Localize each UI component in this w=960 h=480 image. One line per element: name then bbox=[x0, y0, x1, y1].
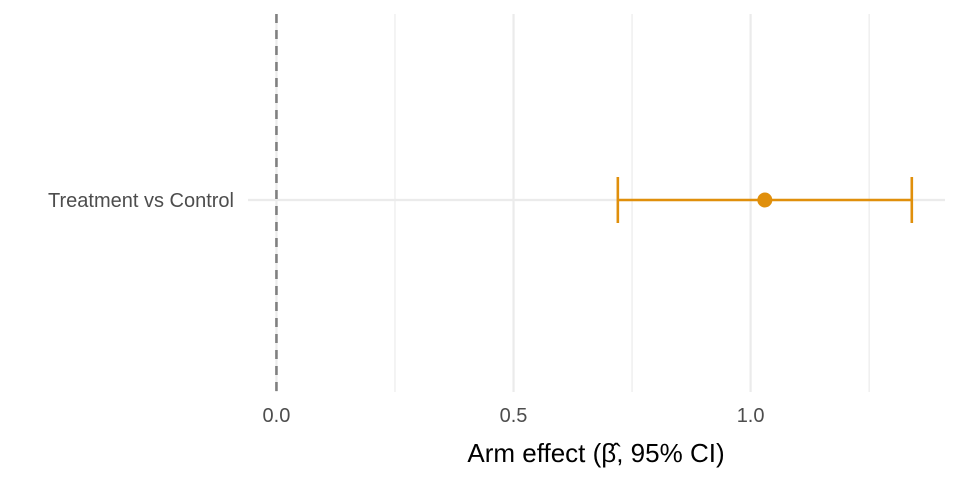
y-tick-label: Treatment vs Control bbox=[48, 190, 234, 212]
x-tick-label: 1.0 bbox=[737, 405, 765, 427]
x-axis-title: Arm effect (β̂, 95% CI) bbox=[467, 438, 724, 468]
y-tick-labels: Treatment vs Control bbox=[48, 190, 234, 212]
estimate-point bbox=[757, 192, 773, 208]
x-tick-labels: 0.0 0.5 1.0 bbox=[263, 405, 765, 427]
grid-layer bbox=[248, 14, 945, 392]
x-tick-label: 0.0 bbox=[263, 405, 291, 427]
estimate-layer bbox=[616, 177, 914, 223]
x-tick-label: 0.5 bbox=[500, 405, 528, 427]
